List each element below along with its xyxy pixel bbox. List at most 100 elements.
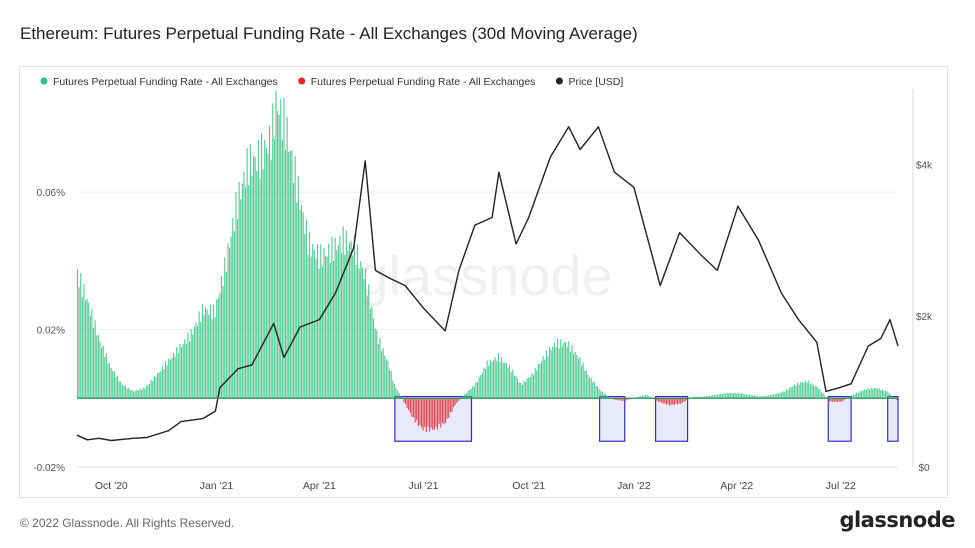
- funding-bar: [534, 367, 536, 399]
- funding-bar: [837, 398, 839, 402]
- funding-bar: [376, 330, 378, 399]
- funding-bar: [725, 393, 727, 399]
- funding-bar: [726, 392, 728, 399]
- funding-bar: [886, 391, 888, 399]
- funding-bar: [832, 398, 834, 403]
- funding-bar: [253, 155, 255, 399]
- funding-bar: [854, 394, 856, 399]
- funding-bar: [553, 342, 555, 399]
- funding-bar: [558, 348, 560, 399]
- funding-bar: [416, 398, 418, 421]
- funding-bar: [750, 395, 752, 399]
- funding-bar: [153, 376, 155, 399]
- funding-bar: [337, 245, 339, 399]
- funding-bar: [808, 380, 810, 399]
- funding-bar: [785, 389, 787, 399]
- y-left-tick-0: -0.02%: [33, 463, 65, 474]
- funding-bar: [169, 359, 171, 399]
- funding-bar: [382, 348, 384, 399]
- funding-bar: [374, 328, 376, 399]
- funding-bar: [286, 116, 288, 399]
- funding-bar: [739, 393, 741, 399]
- funding-bar: [475, 382, 477, 399]
- funding-bar: [435, 398, 437, 427]
- funding-bar: [438, 398, 440, 424]
- funding-bar: [366, 295, 368, 399]
- funding-bar: [515, 376, 517, 399]
- funding-bar: [248, 185, 250, 399]
- funding-bar: [545, 350, 547, 399]
- funding-bar: [347, 250, 349, 399]
- funding-bar: [729, 392, 731, 399]
- funding-bar: [862, 390, 864, 399]
- funding-bar: [345, 230, 347, 399]
- funding-bar: [187, 332, 189, 399]
- funding-bar: [129, 390, 131, 399]
- funding-bar: [720, 393, 722, 399]
- funding-bar: [677, 398, 679, 405]
- funding-bar: [481, 372, 483, 399]
- funding-bar: [115, 377, 117, 399]
- funding-bar: [800, 382, 802, 399]
- funding-bar: [560, 339, 562, 399]
- x-tick-4: Oct '21: [512, 480, 545, 492]
- funding-bar: [427, 398, 429, 427]
- x-tick-0: Oct '20: [95, 480, 128, 492]
- funding-bar: [307, 254, 309, 399]
- funding-bar: [400, 396, 402, 399]
- funding-bar: [577, 358, 579, 399]
- funding-bar: [358, 268, 360, 399]
- funding-bar: [795, 385, 797, 399]
- funding-bar: [713, 395, 715, 399]
- funding-bar: [329, 263, 331, 399]
- funding-bar: [304, 233, 306, 399]
- funding-bar: [872, 388, 874, 399]
- funding-bar: [821, 392, 823, 399]
- funding-bar: [448, 398, 450, 418]
- funding-bar: [408, 398, 410, 411]
- funding-bar: [672, 398, 674, 405]
- funding-bar: [768, 395, 770, 399]
- funding-bar: [190, 329, 192, 399]
- funding-bar: [275, 90, 277, 399]
- funding-bar: [230, 236, 232, 399]
- funding-bar: [429, 398, 431, 432]
- funding-bar: [784, 391, 786, 399]
- funding-bar: [128, 387, 130, 399]
- y-left-tick-1: 0.02%: [37, 326, 65, 337]
- funding-bar: [648, 395, 650, 399]
- funding-bar: [504, 362, 506, 399]
- funding-bar: [662, 398, 664, 404]
- highlight-boxes: [394, 395, 899, 442]
- funding-bar: [321, 266, 323, 399]
- funding-bar: [360, 261, 362, 399]
- funding-bar: [525, 381, 527, 399]
- funding-bar: [851, 395, 853, 399]
- funding-bar: [587, 374, 589, 399]
- funding-bar: [749, 394, 751, 399]
- funding-bar: [470, 388, 472, 399]
- funding-bar: [741, 393, 743, 399]
- funding-bar: [557, 338, 559, 399]
- funding-bar: [856, 392, 858, 399]
- funding-bar: [99, 340, 101, 399]
- funding-bar: [472, 386, 474, 399]
- funding-bar: [161, 366, 163, 399]
- funding-bar: [176, 346, 178, 399]
- brand-logo[interactable]: glassnode: [839, 508, 955, 532]
- funding-bar: [773, 394, 775, 399]
- funding-bar: [621, 398, 623, 401]
- funding-bar: [395, 387, 397, 399]
- funding-bar: [721, 394, 723, 399]
- funding-bar: [256, 171, 258, 399]
- funding-bar: [539, 363, 541, 399]
- funding-bar: [89, 315, 91, 399]
- funding-bar: [819, 388, 821, 399]
- funding-bar: [589, 377, 591, 399]
- funding-bar: [245, 187, 247, 399]
- funding-bar: [752, 395, 754, 399]
- funding-bar: [822, 393, 824, 399]
- funding-bar: [419, 398, 421, 425]
- funding-bar: [315, 258, 317, 399]
- funding-bar: [875, 387, 877, 399]
